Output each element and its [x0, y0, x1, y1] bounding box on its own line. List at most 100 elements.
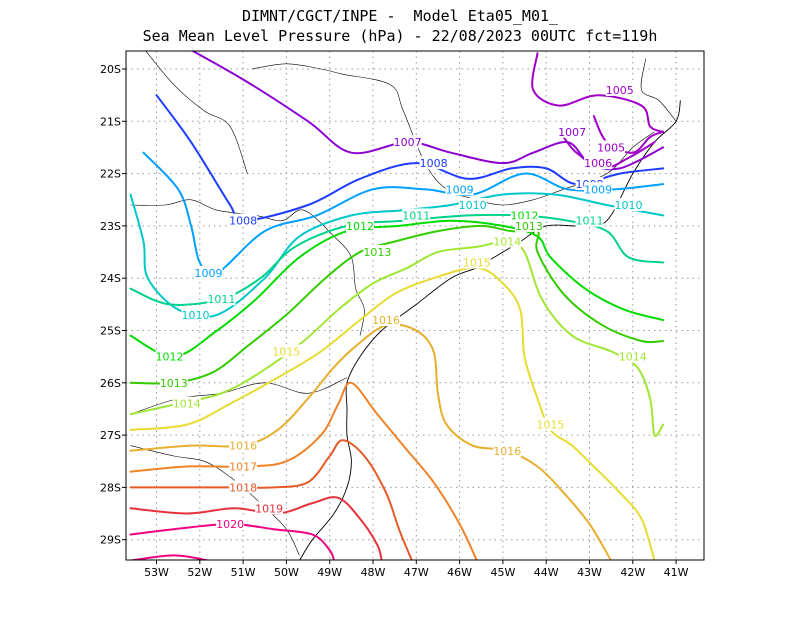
- isobar-1011: [129, 213, 665, 306]
- isobar-label-text: 1010: [181, 309, 209, 322]
- isobar-label-text: 1011: [576, 215, 604, 228]
- isobar-label: 1010: [181, 307, 210, 322]
- isobar-label-bg: [229, 480, 258, 494]
- isobar-label-text: 1020: [216, 518, 244, 531]
- lon-tick-label: 47W: [404, 566, 429, 579]
- isobar-label: 1008: [419, 156, 448, 170]
- isobar-label-text: 1010: [614, 199, 642, 212]
- isobar-label-bg: [172, 396, 201, 410]
- isobar-1010: [129, 192, 665, 319]
- isobar-1013: [129, 224, 665, 385]
- isobar-label-bg: [493, 234, 522, 248]
- isobar-label: 1015: [462, 255, 491, 270]
- lon-tick-label: 42W: [620, 566, 645, 579]
- lon-tick-label: 41W: [664, 566, 689, 579]
- isobar-label-bg: [493, 443, 522, 457]
- isobar-label-bg: [419, 156, 448, 170]
- isobar-label: 1005: [597, 140, 626, 154]
- isobar-label: 1017: [229, 459, 258, 473]
- isobar-1012: [129, 219, 665, 358]
- isobar-label: 1009: [584, 182, 613, 196]
- isobar-label: 1020: [216, 517, 244, 531]
- isobar-label-bg: [584, 182, 613, 196]
- isobar-label: 1008: [229, 213, 258, 228]
- isobar-label: 1015: [536, 417, 565, 432]
- lon-tick-label: 52W: [187, 566, 212, 579]
- lat-tick-label: 28S: [100, 481, 121, 494]
- isobar-label-bg: [536, 417, 565, 431]
- isobar-label: 1007: [393, 135, 422, 149]
- lat-tick-label: 20S: [100, 63, 121, 76]
- isobar-label-bg: [618, 349, 647, 363]
- isobar-label-text: 1009: [194, 267, 222, 280]
- isobar-label-text: 1012: [155, 351, 183, 364]
- isobar-label: 1016: [493, 443, 522, 458]
- isobar-label-bg: [155, 349, 184, 363]
- lon-tick-label: 50W: [274, 566, 299, 579]
- isobar-label: 1006: [584, 156, 613, 170]
- isobar-label: 1014: [172, 396, 201, 411]
- isobar-label-bg: [371, 313, 400, 327]
- isobar-label-bg: [458, 197, 487, 211]
- lat-tick-label: 27S: [100, 429, 121, 442]
- isobar-label: 1005: [605, 82, 634, 97]
- lat-tick-label: 25S: [100, 325, 121, 338]
- isobar-label-text: 1015: [463, 257, 491, 270]
- isobar-label-bg: [181, 307, 210, 321]
- isobar-label: 1013: [363, 245, 392, 259]
- isobar-label-text: 1011: [207, 293, 235, 306]
- isobar-1016: [129, 323, 612, 560]
- isobar-label-text: 1008: [420, 157, 448, 170]
- isobar-label-bg: [255, 501, 284, 515]
- isobar-label: 1019: [255, 501, 284, 515]
- isobar-1020: [129, 523, 335, 560]
- lon-tick-label: 51W: [231, 566, 256, 579]
- isobar-label: 1014: [618, 349, 647, 364]
- isobar-label: 1015: [272, 344, 301, 358]
- isobar-label-text: 1009: [446, 183, 474, 196]
- lon-tick-label: 45W: [490, 566, 515, 579]
- isobar-1015: [129, 266, 656, 560]
- isobar-label-text: 1012: [346, 220, 374, 233]
- isobar-label-text: 1009: [584, 183, 612, 196]
- isobar-label-text: 1019: [255, 502, 283, 515]
- isobar-label: 1011: [207, 292, 236, 306]
- isobar-label: 1012: [346, 218, 375, 233]
- lon-tick-label: 43W: [577, 566, 602, 579]
- isobar-1019: [129, 496, 383, 560]
- lat-tick-label: 24S: [100, 272, 121, 285]
- isobar-label-text: 1014: [173, 398, 201, 411]
- isobar-label-text: 1013: [160, 377, 188, 390]
- lon-tick-label: 44W: [534, 566, 559, 579]
- isobar-label-text: 1018: [229, 481, 257, 494]
- isobar-label-bg: [194, 265, 223, 279]
- isobar-label-text: 1016: [229, 440, 257, 453]
- isobar-label: 1009: [445, 182, 474, 196]
- isobar-1005: [531, 52, 665, 133]
- isobar-label-text: 1014: [619, 351, 647, 364]
- isobar-label-text: 1014: [493, 236, 521, 249]
- isobar-label: 1012: [155, 349, 184, 364]
- isobar-label-text: 1005: [606, 84, 634, 97]
- isobar-label-bg: [510, 208, 539, 222]
- isobar-label-bg: [558, 124, 587, 138]
- isobar-label-text: 1010: [459, 199, 487, 212]
- isobar-label-text: 1013: [515, 220, 543, 233]
- isobar-label-bg: [229, 213, 258, 227]
- lat-tick-label: 22S: [100, 168, 121, 181]
- isobar-label: 1011: [575, 213, 604, 228]
- isobar-label: 1007: [558, 124, 587, 139]
- isobar-1005: [592, 115, 665, 154]
- isobar-label-bg: [605, 82, 634, 96]
- map-title-line-2: Sea Mean Level Pressure (hPa) - 22/08/20…: [142, 27, 658, 45]
- isobar-label-bg: [363, 245, 392, 259]
- isobar-label-text: 1013: [363, 246, 391, 259]
- isobar-label-bg: [462, 255, 491, 269]
- isobar-label-bg: [402, 208, 431, 222]
- isobar-label-bg: [229, 459, 258, 473]
- plot-frame: [125, 50, 705, 561]
- isobar-label: 1016: [371, 313, 400, 327]
- contour-label-layer: 1005100510061007100710081008100810091009…: [155, 82, 647, 531]
- isobar-label-bg: [575, 213, 604, 227]
